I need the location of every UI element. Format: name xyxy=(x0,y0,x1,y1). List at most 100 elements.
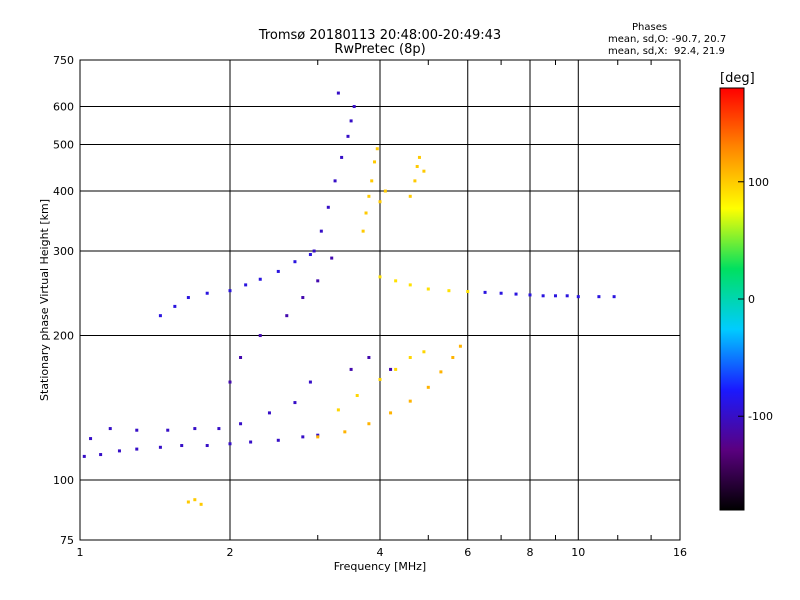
data-point xyxy=(343,430,347,434)
data-point xyxy=(394,279,398,283)
data-point xyxy=(565,294,569,298)
data-point xyxy=(458,344,462,348)
data-point xyxy=(244,283,248,287)
data-point xyxy=(258,334,262,338)
data-point xyxy=(378,200,382,204)
stats-heading: Phases xyxy=(632,22,668,33)
data-point xyxy=(373,160,377,164)
x-tick-label: 4 xyxy=(377,546,384,559)
data-point xyxy=(301,435,305,439)
data-point xyxy=(89,437,93,441)
data-point xyxy=(383,189,387,193)
y-tick-label: 600 xyxy=(53,101,74,114)
data-point xyxy=(166,428,170,432)
data-point xyxy=(355,394,359,398)
data-point xyxy=(375,147,379,151)
data-point xyxy=(108,427,112,431)
data-point xyxy=(319,229,323,233)
data-point xyxy=(514,292,518,296)
data-point xyxy=(367,422,371,426)
data-point xyxy=(205,291,209,295)
data-point xyxy=(239,355,243,359)
data-point xyxy=(228,380,232,384)
data-point xyxy=(249,440,253,444)
data-point xyxy=(361,229,365,233)
y-tick-label: 300 xyxy=(53,245,74,258)
y-tick-label: 400 xyxy=(53,185,74,198)
data-point xyxy=(239,422,243,426)
data-point xyxy=(528,293,532,297)
data-point xyxy=(367,355,371,359)
y-tick-label: 500 xyxy=(53,139,74,152)
data-point xyxy=(378,377,382,381)
data-point xyxy=(308,253,312,257)
data-point xyxy=(186,296,190,300)
x-tick-label: 8 xyxy=(527,546,534,559)
data-point xyxy=(158,445,162,449)
data-point xyxy=(417,155,421,159)
data-point xyxy=(576,295,580,299)
data-points xyxy=(82,91,616,506)
data-point xyxy=(389,367,393,371)
y-tick-label: 75 xyxy=(60,534,74,547)
data-point xyxy=(99,453,103,457)
data-point xyxy=(276,438,280,442)
data-point xyxy=(267,411,271,415)
data-point xyxy=(408,399,412,403)
data-point xyxy=(173,304,177,308)
data-point xyxy=(158,314,162,318)
data-point xyxy=(293,260,297,264)
colorbar-title: [deg] xyxy=(720,71,755,86)
data-point xyxy=(541,294,545,298)
data-point xyxy=(312,249,316,253)
x-tick-label: 16 xyxy=(673,546,687,559)
data-point xyxy=(301,296,305,300)
data-point xyxy=(422,169,426,173)
data-point xyxy=(370,179,374,183)
data-point xyxy=(336,91,340,95)
x-tick-label: 6 xyxy=(464,546,471,559)
data-point xyxy=(180,444,184,448)
y-tick-label: 200 xyxy=(53,330,74,343)
data-point xyxy=(389,411,393,415)
data-point xyxy=(336,408,340,412)
data-point xyxy=(258,277,262,281)
data-point xyxy=(326,205,330,209)
stats-line-x: mean, sd,X: 92.4, 21.9 xyxy=(608,46,725,57)
data-point xyxy=(408,283,412,287)
data-point xyxy=(394,367,398,371)
y-tick-label: 100 xyxy=(53,474,74,487)
data-point xyxy=(308,380,312,384)
x-tick-label: 2 xyxy=(227,546,234,559)
data-point xyxy=(426,287,430,291)
data-point xyxy=(193,427,197,431)
stats-line-o: mean, sd,O: -90.7, 20.7 xyxy=(608,34,727,45)
data-point xyxy=(340,155,344,159)
data-point xyxy=(135,428,139,432)
data-point xyxy=(293,401,297,405)
data-point xyxy=(193,498,197,502)
data-point xyxy=(408,194,412,198)
data-point xyxy=(447,289,451,293)
data-point xyxy=(285,314,289,318)
data-point xyxy=(378,275,382,279)
data-point xyxy=(228,289,232,293)
data-point xyxy=(483,290,487,294)
data-point xyxy=(349,367,353,371)
data-point xyxy=(217,427,221,431)
chart-subtitle: RwPretec (8p) xyxy=(334,42,426,57)
data-point xyxy=(597,295,601,299)
data-point xyxy=(415,164,419,168)
data-point xyxy=(408,355,412,359)
data-point xyxy=(346,134,350,138)
data-point xyxy=(330,256,334,260)
data-point xyxy=(352,105,356,109)
data-point xyxy=(612,295,616,299)
data-point xyxy=(135,447,139,451)
x-tick-label: 10 xyxy=(571,546,585,559)
data-point xyxy=(316,279,320,283)
data-point xyxy=(367,194,371,198)
colorbar-tick-label: -100 xyxy=(748,410,773,423)
